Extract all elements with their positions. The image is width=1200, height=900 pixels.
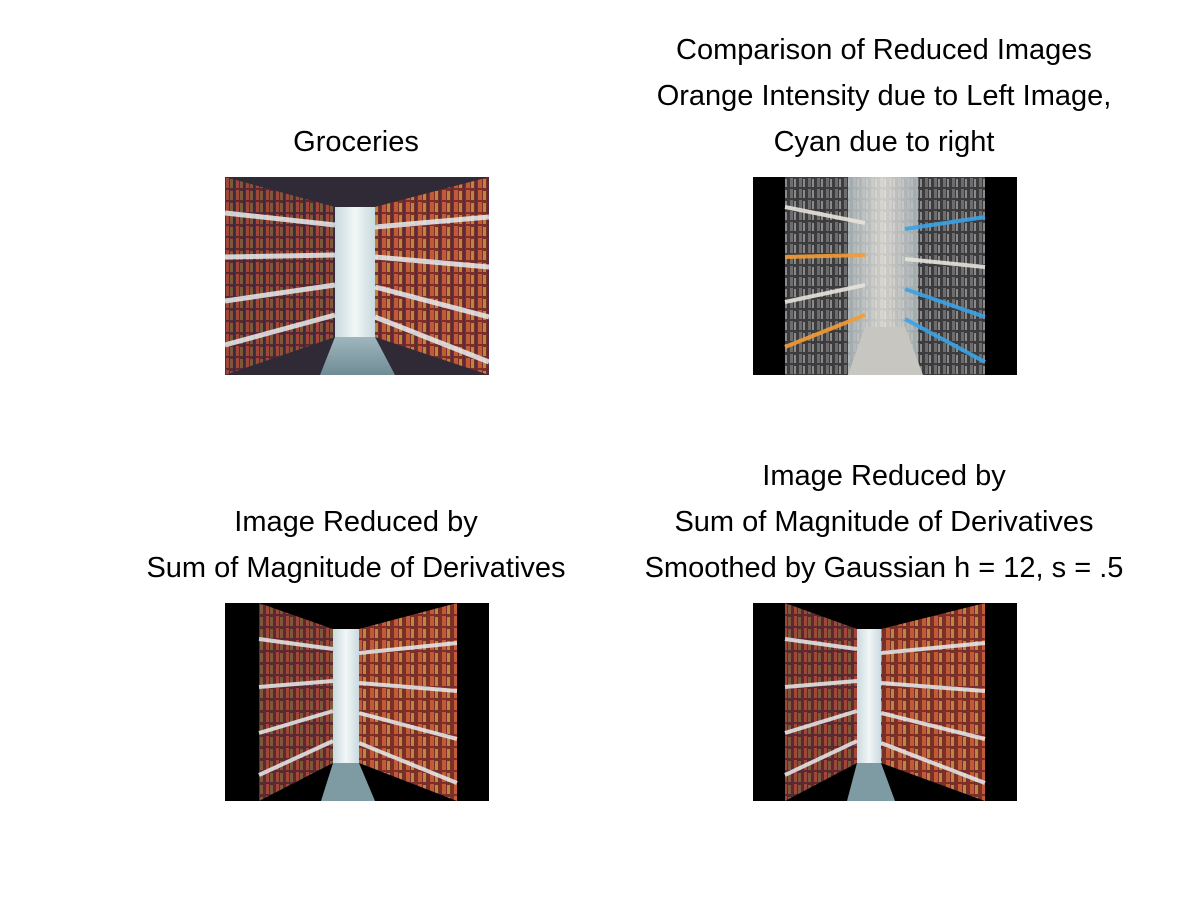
- panel-title-reduced-derivatives: Image Reduced by Sum of Magnitude of Der…: [106, 499, 606, 591]
- grocery-aisle-image: [225, 177, 489, 375]
- title-line: Sum of Magnitude of Derivatives: [584, 499, 1184, 545]
- title-line: Smoothed by Gaussian h = 12, s = .5: [584, 545, 1184, 591]
- title-line: Image Reduced by: [106, 499, 606, 545]
- title-line: Cyan due to right: [584, 119, 1184, 165]
- panel-title-reduced-smoothed: Image Reduced by Sum of Magnitude of Der…: [584, 453, 1184, 591]
- reduced-derivatives-image: [225, 603, 489, 801]
- title-line: Image Reduced by: [584, 453, 1184, 499]
- title-line: Sum of Magnitude of Derivatives: [106, 545, 606, 591]
- panel-title-comparison: Comparison of Reduced Images Orange Inte…: [584, 27, 1184, 165]
- comparison-image: [753, 177, 1017, 375]
- title-line: Comparison of Reduced Images: [584, 27, 1184, 73]
- panel-title-original: Groceries: [106, 119, 606, 165]
- grocery-aisle-photo: [225, 177, 489, 375]
- reduced-smoothed-image: [753, 603, 1017, 801]
- reduced-derivatives-photo: [225, 603, 489, 801]
- title-line: Orange Intensity due to Left Image,: [584, 73, 1184, 119]
- reduced-smoothed-photo: [753, 603, 1017, 801]
- comparison-photo: [753, 177, 1017, 375]
- title-line: Groceries: [106, 119, 606, 165]
